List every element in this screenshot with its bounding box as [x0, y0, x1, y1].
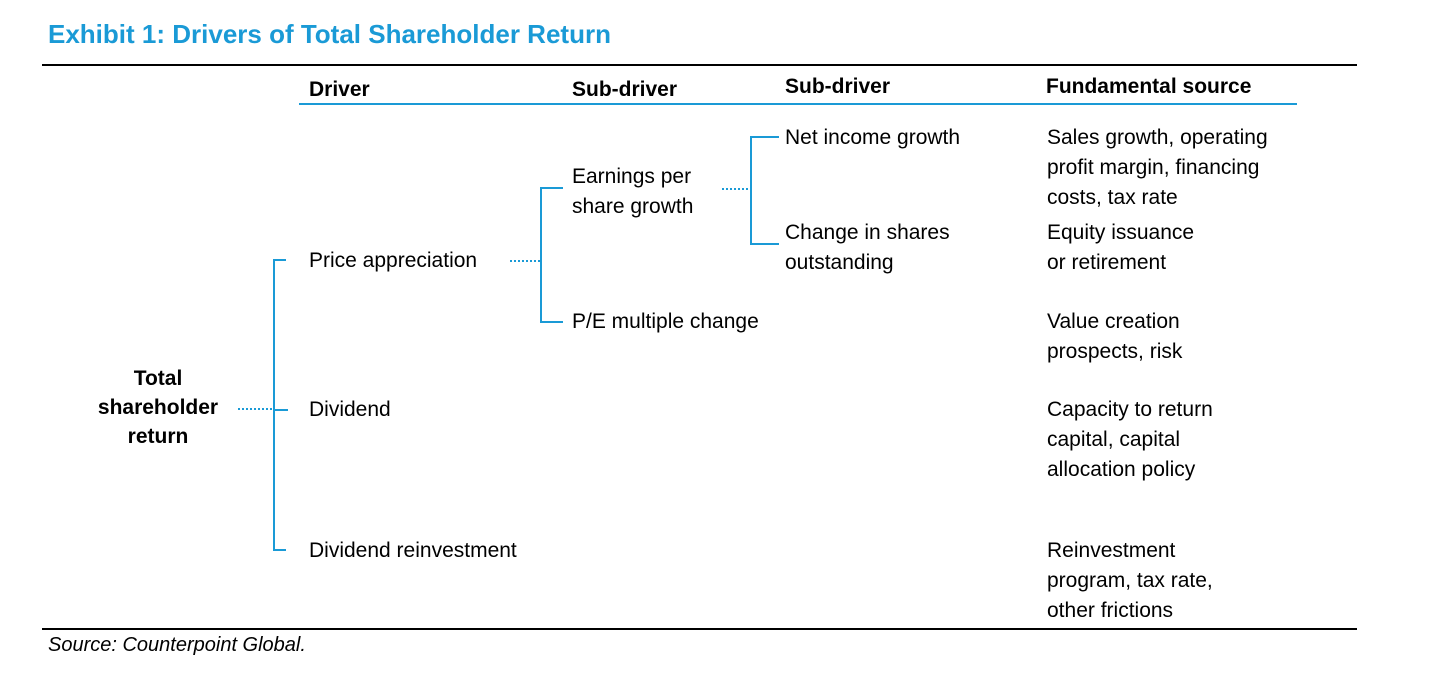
- source-pe-line-2: prospects, risk: [1047, 340, 1183, 363]
- column-header-sub-driver-2: Sub-driver: [785, 75, 891, 98]
- source-pe-change: Value creation prospects, risk: [1047, 307, 1182, 367]
- sub-driver-shares-outstanding: Change in shares outstanding: [785, 218, 950, 278]
- eps-line-2: share growth: [572, 195, 694, 218]
- source-shares-outstanding: Equity issuance or retirement: [1047, 218, 1194, 278]
- source-dividend: Capacity to return capital, capital allo…: [1047, 395, 1213, 485]
- bottom-rule: [42, 628, 1357, 630]
- shares-line-1: Change in shares: [785, 221, 950, 244]
- column-header-fundamental-source: Fundamental source: [1046, 75, 1252, 98]
- source-dr-line-3: other frictions: [1047, 599, 1174, 622]
- source-nig-line-1: Sales growth, operating: [1047, 126, 1268, 149]
- price-appreciation-bracket: [540, 187, 563, 323]
- header-underline: [299, 103, 1297, 105]
- eps-line-1: Earnings per: [572, 165, 692, 188]
- column-header-sub-driver-1: Sub-driver: [572, 78, 678, 101]
- sub-driver-net-income-growth: Net income growth: [785, 126, 961, 149]
- source-dr-line-1: Reinvestment: [1047, 539, 1176, 562]
- source-dividend-reinvestment: Reinvestment program, tax rate, other fr…: [1047, 536, 1213, 626]
- sub-driver-eps-growth: Earnings per share growth: [572, 162, 693, 222]
- source-nig-line-2: profit margin, financing: [1047, 156, 1260, 179]
- source-div-line-3: allocation policy: [1047, 458, 1196, 481]
- eps-bracket: [750, 136, 779, 245]
- source-so-line-1: Equity issuance: [1047, 221, 1195, 244]
- driver-price-appreciation: Price appreciation: [309, 249, 478, 272]
- top-rule: [42, 64, 1357, 66]
- source-net-income-growth: Sales growth, operating profit margin, f…: [1047, 123, 1268, 213]
- root-line-2: shareholder: [97, 396, 219, 419]
- source-nig-line-3: costs, tax rate: [1047, 186, 1178, 209]
- shares-line-2: outstanding: [785, 251, 894, 274]
- sub-driver-pe-change: P/E multiple change: [572, 310, 759, 333]
- source-div-line-1: Capacity to return: [1047, 398, 1213, 421]
- exhibit-title: Exhibit 1: Drivers of Total Shareholder …: [48, 19, 611, 49]
- root-node-total-shareholder-return: Total shareholder return: [78, 364, 238, 451]
- source-dr-line-2: program, tax rate,: [1047, 569, 1213, 592]
- source-so-line-2: or retirement: [1047, 251, 1167, 274]
- column-header-driver: Driver: [309, 78, 370, 101]
- root-bracket: [273, 259, 286, 551]
- source-note: Source: Counterpoint Global.: [48, 634, 306, 656]
- source-div-line-2: capital, capital: [1047, 428, 1181, 451]
- root-line-1: Total: [133, 367, 183, 390]
- driver-dividend: Dividend: [309, 398, 391, 421]
- driver-dividend-reinvestment: Dividend reinvestment: [309, 539, 517, 562]
- root-line-3: return: [127, 425, 189, 448]
- source-pe-line-1: Value creation: [1047, 310, 1180, 333]
